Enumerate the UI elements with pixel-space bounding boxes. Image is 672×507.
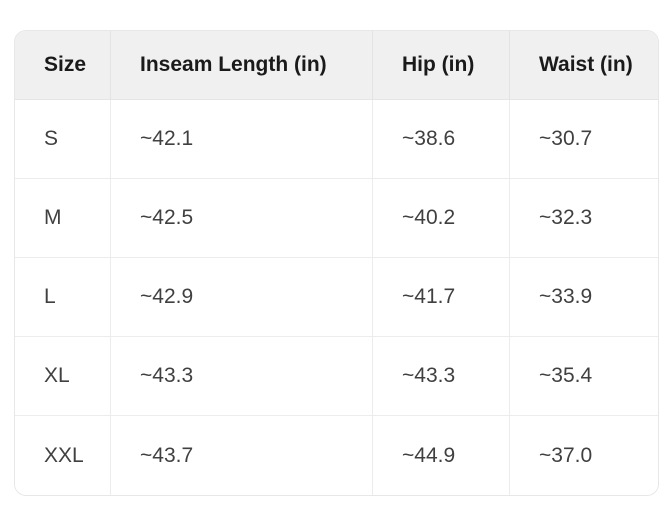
inseam-cell: ~42.9 (111, 258, 373, 337)
waist-cell: ~30.7 (510, 100, 658, 179)
waist-cell: ~37.0 (510, 416, 658, 495)
header-cell-size: Size (15, 31, 111, 100)
size-cell: S (15, 100, 111, 179)
inseam-cell: ~42.1 (111, 100, 373, 179)
size-cell: L (15, 258, 111, 337)
inseam-cell: ~42.5 (111, 179, 373, 258)
table-row-m: M ~42.5 ~40.2 ~32.3 (15, 179, 658, 258)
table-row-l: L ~42.9 ~41.7 ~33.9 (15, 258, 658, 337)
table-row-s: S ~42.1 ~38.6 ~30.7 (15, 100, 658, 179)
header-row: Size Inseam Length (in) Hip (in) Waist (… (15, 31, 658, 100)
table-row-xl: XL ~43.3 ~43.3 ~35.4 (15, 337, 658, 416)
hip-cell: ~40.2 (373, 179, 510, 258)
inseam-cell: ~43.7 (111, 416, 373, 495)
size-chart-table: Size Inseam Length (in) Hip (in) Waist (… (15, 31, 658, 495)
header-cell-waist: Waist (in) (510, 31, 658, 100)
size-cell: M (15, 179, 111, 258)
header-cell-inseam: Inseam Length (in) (111, 31, 373, 100)
waist-cell: ~35.4 (510, 337, 658, 416)
hip-cell: ~38.6 (373, 100, 510, 179)
size-chart-card: Size Inseam Length (in) Hip (in) Waist (… (14, 30, 659, 496)
table-row-xxl: XXL ~43.7 ~44.9 ~37.0 (15, 416, 658, 495)
waist-cell: ~33.9 (510, 258, 658, 337)
size-cell: XL (15, 337, 111, 416)
hip-cell: ~41.7 (373, 258, 510, 337)
waist-cell: ~32.3 (510, 179, 658, 258)
header-cell-hip: Hip (in) (373, 31, 510, 100)
hip-cell: ~43.3 (373, 337, 510, 416)
inseam-cell: ~43.3 (111, 337, 373, 416)
size-cell: XXL (15, 416, 111, 495)
hip-cell: ~44.9 (373, 416, 510, 495)
